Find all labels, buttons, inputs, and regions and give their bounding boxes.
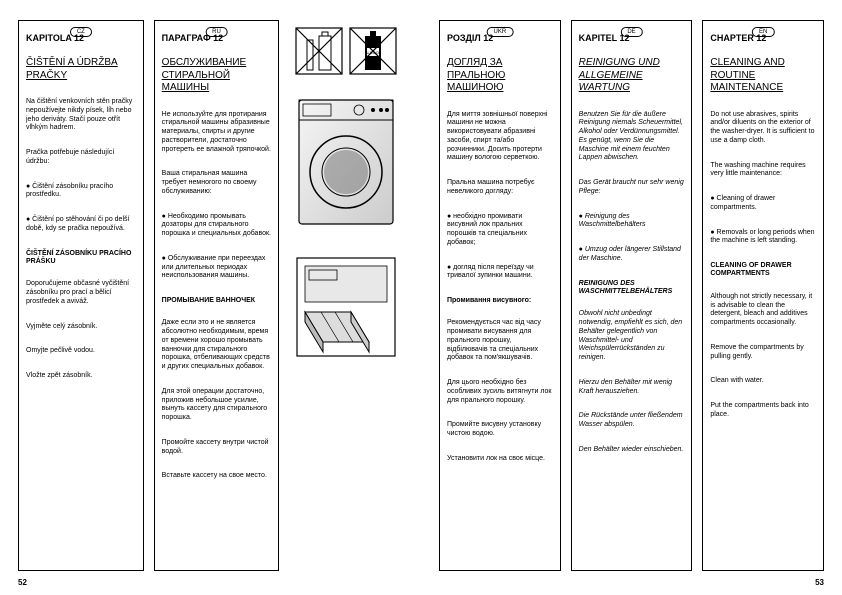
body-text: Для цього необхідно без особливих зусиль… — [447, 379, 553, 405]
lang-badge-en: EN — [752, 27, 774, 37]
body-text: Для этой операции достаточно, приложив н… — [162, 388, 272, 423]
body-text: ● догляд після переїзду чи тривалої зупи… — [447, 264, 553, 282]
lang-badge-ru: RU — [205, 27, 228, 37]
body-text: Hierzu den Behälter mit wenig Kraft hera… — [579, 379, 685, 397]
body-text: Clean with water. — [710, 377, 816, 386]
body-text: ● Removals or long periods when the mach… — [710, 229, 816, 247]
column-de: DE KAPITEL 12 REINIGUNG UND ALLGEMEINE W… — [571, 20, 693, 571]
body-text: Do not use abrasives, spirits and/or dil… — [710, 111, 816, 146]
left-page: CZ KAPITOLA 12 ČIŠTĚNÍ A ÚDRŽBA PRAČKY N… — [0, 0, 421, 595]
body-text: Не используйте для протирания стиральной… — [162, 111, 272, 155]
body-text: Даже если это и не является абсолютно не… — [162, 319, 272, 372]
body-text: Omyjte pečlivě vodou. — [26, 347, 136, 356]
body-text: Die Rückstände unter fließendem Wasser a… — [579, 412, 685, 430]
section-title: REINIGUNG UND ALLGEMEINE WARTUNG — [579, 57, 685, 95]
body-text: Vložte zpět zásobník. — [26, 372, 136, 381]
lang-badge-cz: CZ — [70, 27, 92, 37]
body-text: Для миття зовнішньої поверхні машини не … — [447, 111, 553, 164]
column-cz: CZ KAPITOLA 12 ČIŠTĚNÍ A ÚDRŽBA PRAČKY N… — [18, 20, 144, 571]
subheading: Промивання висувного: — [447, 297, 553, 305]
left-columns: CZ KAPITOLA 12 ČIŠTĚNÍ A ÚDRŽBA PRAČKY N… — [18, 20, 403, 571]
right-columns: UKR РОЗДІЛ 12 ДОГЛЯД ЗА ПРАЛЬНОЮ МАШИНОЮ… — [439, 20, 824, 571]
body-text: ● необхідно промивати висувний лок праль… — [447, 213, 553, 248]
body-text: Den Behälter wieder einschieben. — [579, 446, 685, 455]
body-text: ● Čištění po stěhování či po delší době,… — [26, 216, 136, 234]
body-text: ● Umzug oder längerer Stillstand der Mas… — [579, 246, 685, 264]
subheading: REINIGUNG DES WASCHMITTELBEHÄLTERS — [579, 280, 685, 297]
body-text: Das Gerät braucht nur sehr wenig Pflege: — [579, 179, 685, 197]
subheading: ČIŠTĚNÍ ZÁSOBNÍKU PRACÍHO PRÁŠKU — [26, 250, 136, 267]
body-text: Pračka potřebuje následující údržbu: — [26, 149, 136, 167]
body-text: Промойте кассету внутри чистой водой. — [162, 439, 272, 457]
body-text: Промийте висувну установку чистою водою. — [447, 421, 553, 439]
body-text: Doporučujeme občasné vyčištění zásobníku… — [26, 280, 136, 306]
body-text: Пральна машина потребує невеликого догля… — [447, 179, 553, 197]
body-text: Вставьте кассету на свое место. — [162, 472, 272, 481]
drawer-icon — [291, 252, 401, 362]
body-text: ● Čištění zásobníku pracího prostředku. — [26, 183, 136, 201]
column-ru: RU ПАРАГРАФ 12 ОБСЛУЖИВАНИЕ СТИРАЛЬНОЙ М… — [154, 20, 280, 571]
page-number-left: 52 — [18, 578, 27, 587]
washing-machine-icon — [291, 94, 401, 234]
no-solvents-icon: ALCOOL — [291, 26, 401, 76]
body-text: ● Обслуживание при переездах или длитель… — [162, 255, 272, 281]
body-text: Although not strictly necessary, it is a… — [710, 293, 816, 328]
column-en: EN CHAPTER 12 CLEANING AND ROUTINE MAINT… — [702, 20, 824, 571]
body-text: Obwohl nicht unbedingt notwendig, empfie… — [579, 310, 685, 363]
column-ukr: UKR РОЗДІЛ 12 ДОГЛЯД ЗА ПРАЛЬНОЮ МАШИНОЮ… — [439, 20, 561, 571]
section-title: CLEANING AND ROUTINE MAINTENANCE — [710, 57, 816, 95]
body-text: Ваша стиральная машина требует немногого… — [162, 170, 272, 196]
lang-badge-de: DE — [620, 27, 642, 37]
body-text: Benutzen Sie für die äußere Reinigung ni… — [579, 111, 685, 164]
body-text: ● Cleaning of drawer compartments. — [710, 195, 816, 213]
subheading: ПРОМЫВАНИЕ ВАННОЧЕК — [162, 297, 272, 305]
body-text: Remove the compartments by pulling gentl… — [710, 344, 816, 362]
section-title: ČIŠTĚNÍ A ÚDRŽBA PRAČKY — [26, 57, 136, 82]
body-text: Na čištění venkovních stěn pračky nepouž… — [26, 98, 136, 133]
body-text: Put the compartments back into place. — [710, 402, 816, 420]
right-page: UKR РОЗДІЛ 12 ДОГЛЯД ЗА ПРАЛЬНОЮ МАШИНОЮ… — [421, 0, 842, 595]
body-text: ● Reinigung des Waschmittelbehälters — [579, 213, 685, 231]
body-text: The washing machine requires very little… — [710, 162, 816, 180]
body-text: ● Необходимо промывать дозаторы для стир… — [162, 213, 272, 239]
body-text: Рекомендується час від часу промивати ви… — [447, 319, 553, 363]
body-text: Установити лок на своє місце. — [447, 455, 553, 464]
subheading: CLEANING OF DRAWER COMPARTMENTS — [710, 262, 816, 279]
lang-badge-ukr: UKR — [486, 27, 513, 37]
section-title: ОБСЛУЖИВАНИЕ СТИРАЛЬНОЙ МАШИНЫ — [162, 57, 272, 95]
column-illustrations: ALCOOL — [289, 20, 403, 571]
page-number-right: 53 — [815, 578, 824, 587]
body-text: Vyjměte celý zásobník. — [26, 323, 136, 332]
section-title: ДОГЛЯД ЗА ПРАЛЬНОЮ МАШИНОЮ — [447, 57, 553, 95]
